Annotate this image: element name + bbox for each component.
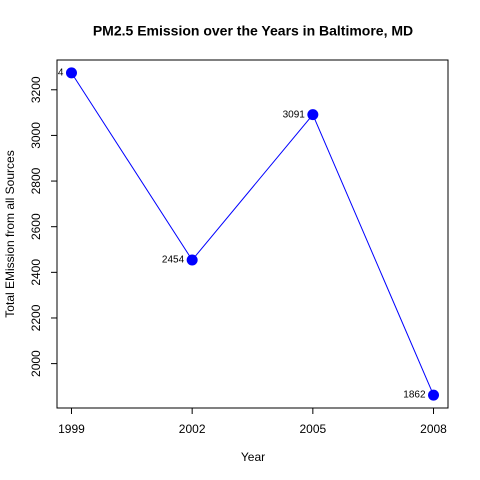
x-tick-label: 2008 (420, 422, 447, 436)
y-tick-label: 2200 (29, 304, 43, 331)
data-label: 2454 (162, 255, 185, 266)
x-axis-label: Year (241, 450, 265, 464)
data-label: 3091 (283, 109, 306, 120)
y-tick-label: 2000 (29, 350, 43, 377)
x-tick-label: 1999 (58, 422, 85, 436)
data-point (186, 254, 198, 266)
y-axis-label: Total EMission from all Sources (3, 150, 17, 317)
data-point (307, 109, 319, 121)
data-point (428, 389, 440, 401)
plot-box (56, 59, 449, 409)
y-tick-label: 3200 (29, 76, 43, 103)
x-tick-label: 2002 (179, 422, 206, 436)
y-tick-label: 2600 (29, 213, 43, 240)
data-label: 1862 (403, 390, 426, 401)
x-tick-label: 2005 (299, 422, 326, 436)
data-line (71, 72, 434, 396)
data-label: 3274 (41, 68, 64, 79)
y-tick-label: 2800 (29, 167, 43, 194)
y-tick-label: 3000 (29, 122, 43, 149)
plot-area: 3274 2454 3091 1862 (41, 68, 426, 401)
y-tick-label: 2400 (29, 259, 43, 286)
data-point (65, 67, 77, 79)
chart-title: PM2.5 Emission over the Years in Baltimo… (93, 23, 413, 39)
